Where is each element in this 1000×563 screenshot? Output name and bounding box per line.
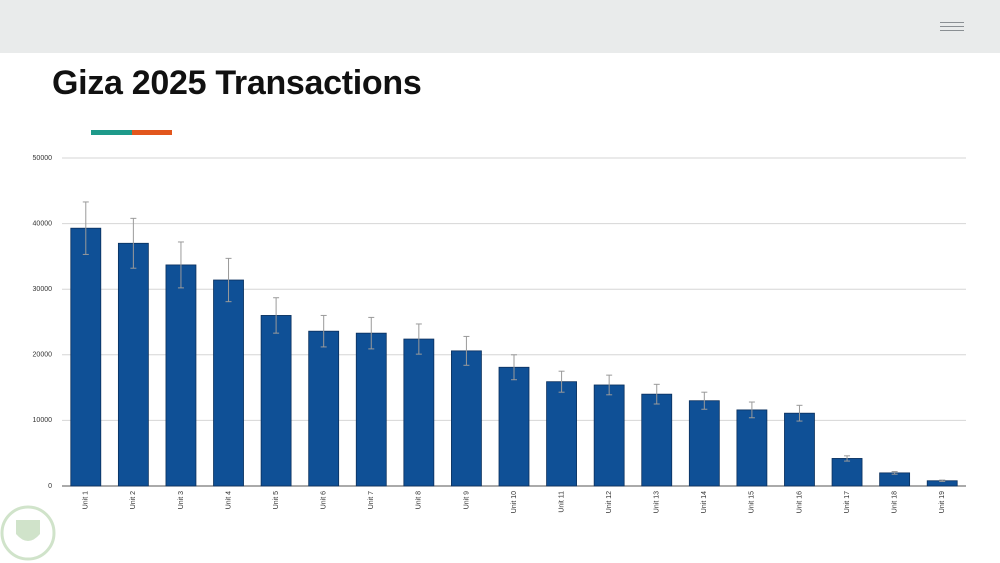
x-tick-label: Unit 9 (463, 491, 470, 509)
x-tick-label: Unit 5 (273, 491, 280, 509)
menu-button[interactable] (940, 22, 964, 34)
x-tick-label: Unit 11 (558, 491, 565, 513)
error-bar (177, 241, 184, 289)
error-bar (130, 217, 137, 269)
error-bar (320, 314, 327, 348)
watermark-logo (0, 505, 56, 561)
y-tick-label: 20000 (33, 352, 53, 359)
bar (117, 242, 149, 487)
error-bar (653, 383, 660, 405)
error-bar (796, 404, 803, 422)
x-tick-label: Unit 13 (654, 491, 661, 513)
x-tick-label: Unit 12 (606, 491, 613, 513)
error-bar (701, 391, 708, 410)
y-tick-label: 30000 (33, 286, 53, 293)
y-tick-label: 50000 (33, 155, 53, 162)
page-title: Giza 2025 Transactions (52, 64, 422, 102)
title-accent (91, 130, 172, 135)
x-tick-label: Unit 6 (321, 491, 328, 509)
error-bar (939, 479, 946, 482)
error-bar (273, 297, 280, 334)
error-bar (225, 257, 232, 303)
error-bar (415, 323, 422, 355)
x-tick-label: Unit 8 (416, 491, 423, 509)
bar (165, 264, 197, 487)
bar (403, 338, 435, 487)
x-tick-label: Unit 7 (368, 491, 375, 509)
x-tick-label: Unit 19 (939, 491, 946, 513)
bar (355, 332, 387, 487)
y-tick-label: 0 (48, 483, 52, 490)
x-tick-label: Unit 18 (891, 491, 898, 513)
bar (831, 458, 863, 487)
top-bar (0, 0, 1000, 53)
x-tick-label: Unit 3 (178, 491, 185, 509)
bar (70, 227, 102, 487)
error-bar (463, 335, 470, 366)
error-bar (558, 370, 565, 393)
bar (260, 315, 292, 487)
x-tick-label: Unit 14 (701, 491, 708, 513)
error-bar (511, 354, 517, 381)
x-tick-label: Unit 15 (749, 491, 756, 513)
y-tick-label: 10000 (33, 417, 53, 424)
error-bar (368, 316, 375, 350)
y-tick-label: 40000 (33, 220, 53, 227)
error-bar (606, 374, 613, 396)
bar (593, 384, 625, 487)
bar (688, 400, 720, 487)
x-tick-label: Unit 17 (844, 491, 851, 513)
error-bar (82, 201, 89, 255)
x-tick-label: Unit 16 (796, 491, 803, 513)
bar (308, 330, 340, 487)
error-bar (844, 455, 851, 462)
error-bar (891, 471, 898, 475)
bar (451, 350, 482, 487)
bar (498, 366, 530, 487)
bar (641, 393, 673, 487)
x-tick-label: Unit 1 (83, 491, 90, 509)
x-tick-label: Unit 4 (225, 491, 232, 509)
error-bar (748, 401, 755, 419)
bar (784, 412, 815, 487)
bar (879, 472, 911, 487)
bar (736, 409, 768, 487)
x-tick-label: Unit 2 (130, 491, 137, 509)
x-tick-label: Unit 10 (511, 491, 518, 513)
bar (213, 279, 244, 487)
bar (546, 381, 577, 487)
